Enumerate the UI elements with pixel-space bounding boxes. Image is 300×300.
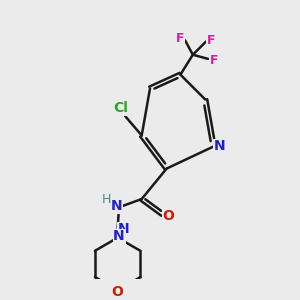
Text: N: N (113, 229, 125, 243)
Text: N: N (110, 199, 122, 213)
Text: Cl: Cl (113, 101, 128, 115)
Text: F: F (210, 54, 218, 67)
Text: F: F (176, 32, 184, 46)
Text: F: F (207, 34, 215, 46)
Text: N: N (214, 140, 226, 154)
Text: N: N (118, 222, 130, 236)
Text: O: O (112, 285, 124, 299)
Text: H: H (102, 193, 111, 206)
Text: O: O (163, 208, 175, 223)
